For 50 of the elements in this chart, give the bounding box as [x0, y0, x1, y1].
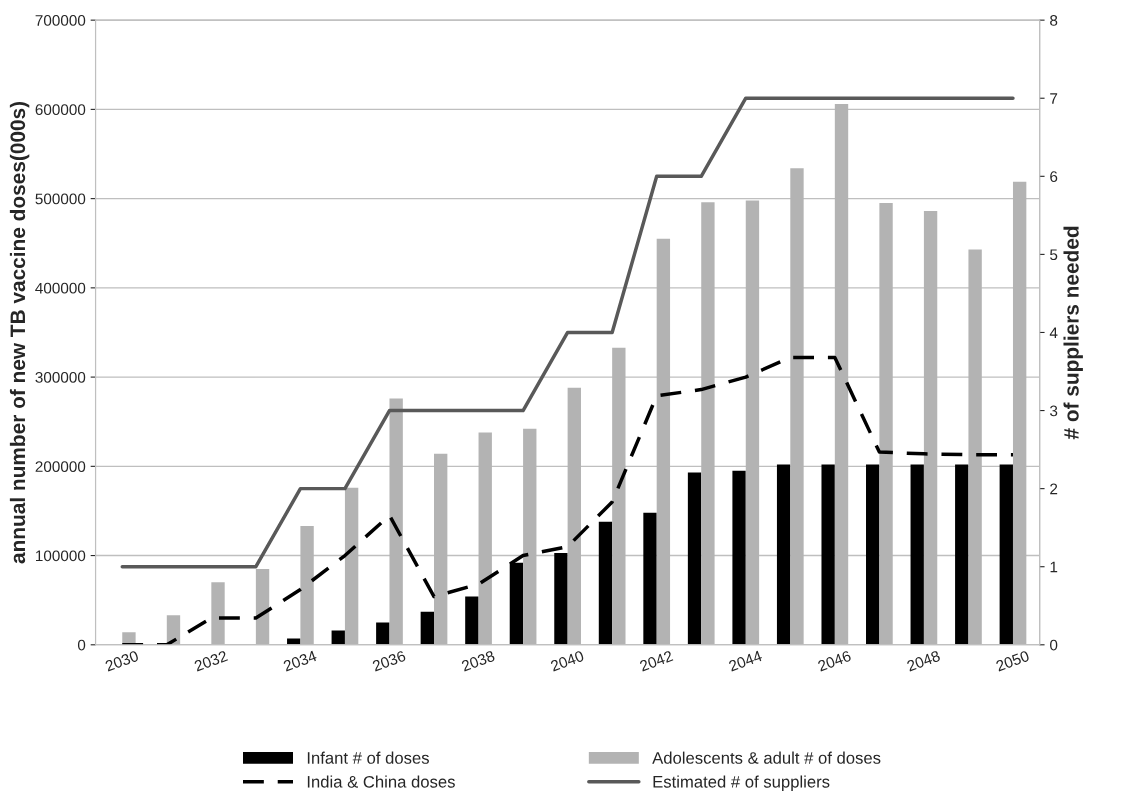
- y2-tick-label: 4: [1049, 327, 1058, 339]
- y-tick-label: 700000: [35, 15, 86, 26]
- y2-tick-label: 2: [1050, 483, 1058, 495]
- line-series: [120, 96, 1015, 569]
- y2-tick-label: 0: [1050, 639, 1058, 651]
- bar: [687, 472, 702, 645]
- y2-tick-label: 8: [1050, 15, 1058, 26]
- y-axis-title: annual number of new TB vaccine doses(000s): [9, 101, 30, 564]
- bar: [376, 622, 390, 645]
- x-tick-label: 2034: [282, 650, 318, 672]
- legend-label: Infant # of doses: [307, 751, 429, 764]
- legend-label: Adolescents & adult # of doses: [652, 751, 881, 764]
- y2-tick-label: 3: [1050, 405, 1058, 417]
- x-tick-label: 2050: [995, 650, 1030, 672]
- x-tick-label: 2040: [550, 650, 585, 672]
- x-tick-label: 2038: [461, 650, 496, 672]
- y-tick-label: 200000: [35, 461, 86, 473]
- y2-tick-label: 1: [1050, 561, 1058, 573]
- x-tick-label: 2032: [193, 650, 228, 672]
- y2-tick-label: 6: [1050, 171, 1058, 182]
- x-tick-label: 2044: [728, 650, 763, 672]
- y-tick-label: 100000: [36, 550, 86, 562]
- bar: [999, 464, 1013, 645]
- bar: [465, 596, 479, 645]
- y-tick-label: 300000: [35, 371, 86, 383]
- bar: [955, 464, 969, 645]
- x-tick-label: 2046: [817, 650, 852, 672]
- y-tick-label: 400000: [35, 282, 86, 294]
- bar: [821, 464, 835, 645]
- bar: [598, 521, 613, 645]
- bar: [866, 464, 880, 645]
- bar: [732, 470, 746, 645]
- bar: [554, 552, 568, 645]
- x-tick-label: 2042: [639, 650, 674, 672]
- y2-axis-title: # of suppliers needed: [1063, 226, 1083, 440]
- line-series: [120, 355, 1015, 645]
- bar: [776, 464, 791, 645]
- y2-tick-label: 7: [1050, 93, 1058, 104]
- y-tick-label: 0: [77, 639, 86, 651]
- x-tick-label: 2030: [104, 650, 140, 672]
- x-tick-label: 2048: [906, 650, 941, 672]
- x-tick-label: 2036: [371, 650, 407, 672]
- bar: [643, 512, 657, 645]
- bar: [910, 464, 924, 645]
- legend-label: India & China doses: [307, 775, 455, 788]
- y-tick-label: 600000: [35, 104, 86, 116]
- y2-tick-label: 5: [1050, 249, 1058, 261]
- bar: [420, 611, 435, 645]
- y-tick-label: 500000: [35, 193, 86, 205]
- legend-label: Estimated # of suppliers: [653, 775, 830, 791]
